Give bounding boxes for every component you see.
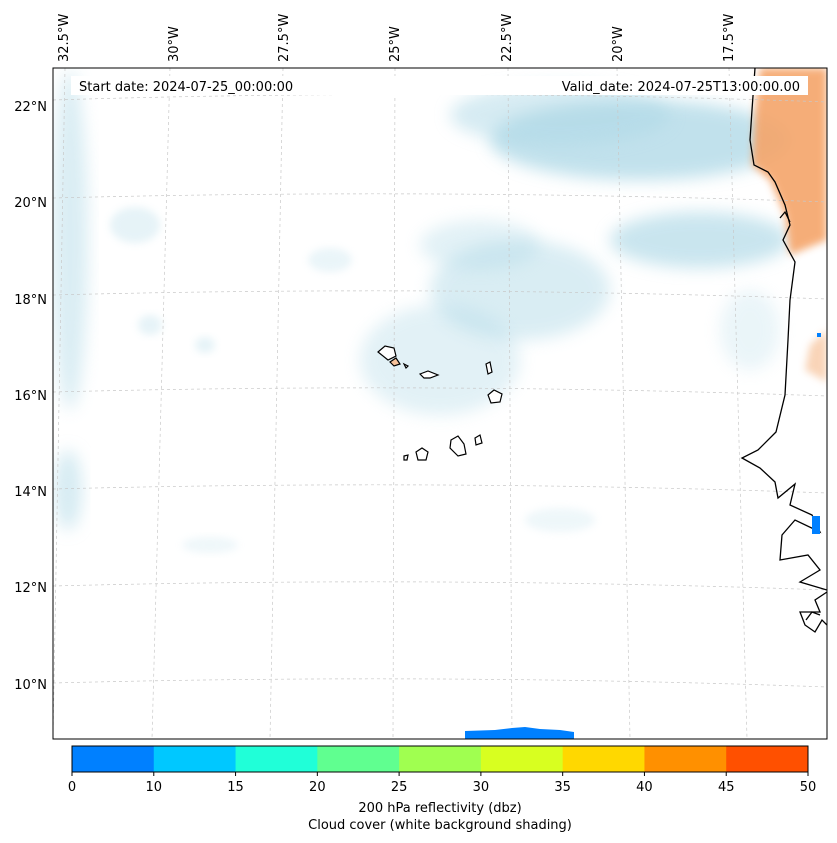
colorbar-segment	[235, 746, 318, 772]
header-box	[71, 76, 808, 95]
lat-label: 22°N	[14, 100, 47, 115]
lon-label: 20°W	[611, 26, 626, 62]
colorbar-title: 200 hPa reflectivity (dbz)	[358, 801, 522, 816]
lat-label: 20°N	[14, 196, 47, 211]
colorbar-tick-label: 25	[391, 780, 408, 795]
cape-verde-islands	[377, 345, 503, 461]
colorbar-tick-label: 40	[636, 780, 653, 795]
lat-label: 16°N	[14, 389, 47, 404]
lat-label: 12°N	[14, 581, 47, 596]
reflectivity-blue-patches	[465, 333, 821, 739]
colorbar-ticks: 0 10 15 20 25 30 35 40 45 50	[68, 772, 816, 795]
colorbar-tick-label: 35	[554, 780, 571, 795]
lon-label: 17.5°W	[722, 14, 737, 62]
colorbar-tick-label: 50	[800, 780, 817, 795]
map-frame	[52, 67, 828, 740]
latitude-labels: 22°N 20°N 18°N 16°N 14°N 12°N 10°N	[14, 100, 47, 693]
colorbar-segment	[317, 746, 400, 772]
map-area	[53, 68, 827, 739]
colorbar-segment	[480, 746, 564, 772]
lon-label: 27.5°W	[277, 14, 292, 62]
colorbar-tick-label: 20	[309, 780, 326, 795]
graticule	[53, 68, 827, 739]
longitude-labels: 32.5°W 30°W 27.5°W 25°W 22.5°W 20°W 17.5…	[57, 14, 737, 62]
lat-label: 18°N	[14, 293, 47, 308]
lat-label: 10°N	[14, 678, 47, 693]
colorbar-tick-label: 45	[718, 780, 735, 795]
reflectivity-land-shading	[752, 68, 827, 382]
colorbar-segment	[726, 746, 809, 772]
lon-label: 22.5°W	[500, 14, 515, 62]
colorbar-tick-label: 10	[146, 780, 163, 795]
colorbar-segment	[153, 746, 237, 772]
coastline	[740, 68, 827, 633]
colorbar-tick-label: 15	[227, 780, 244, 795]
colorbar-tick-label: 30	[473, 780, 490, 795]
cloud-cover-shading	[53, 70, 790, 553]
colorbar-segment	[399, 746, 482, 772]
lat-label: 14°N	[14, 485, 47, 500]
lon-label: 25°W	[388, 26, 403, 62]
colorbar-segment	[72, 746, 155, 772]
colorbar-frame	[71, 745, 809, 773]
valid-date-label: Valid_date: 2024-07-25T13:00:00.00	[562, 80, 800, 95]
colorbar-segment	[644, 746, 727, 772]
start-date-label: Start date: 2024-07-25_00:00:00	[79, 80, 293, 95]
colorbar-tick-label: 0	[68, 780, 76, 795]
lon-label: 32.5°W	[57, 14, 72, 62]
lon-label: 30°W	[167, 26, 182, 62]
colorbar-subtitle: Cloud cover (white background shading)	[308, 818, 572, 833]
colorbar	[72, 746, 809, 772]
colorbar-segment	[562, 746, 645, 772]
